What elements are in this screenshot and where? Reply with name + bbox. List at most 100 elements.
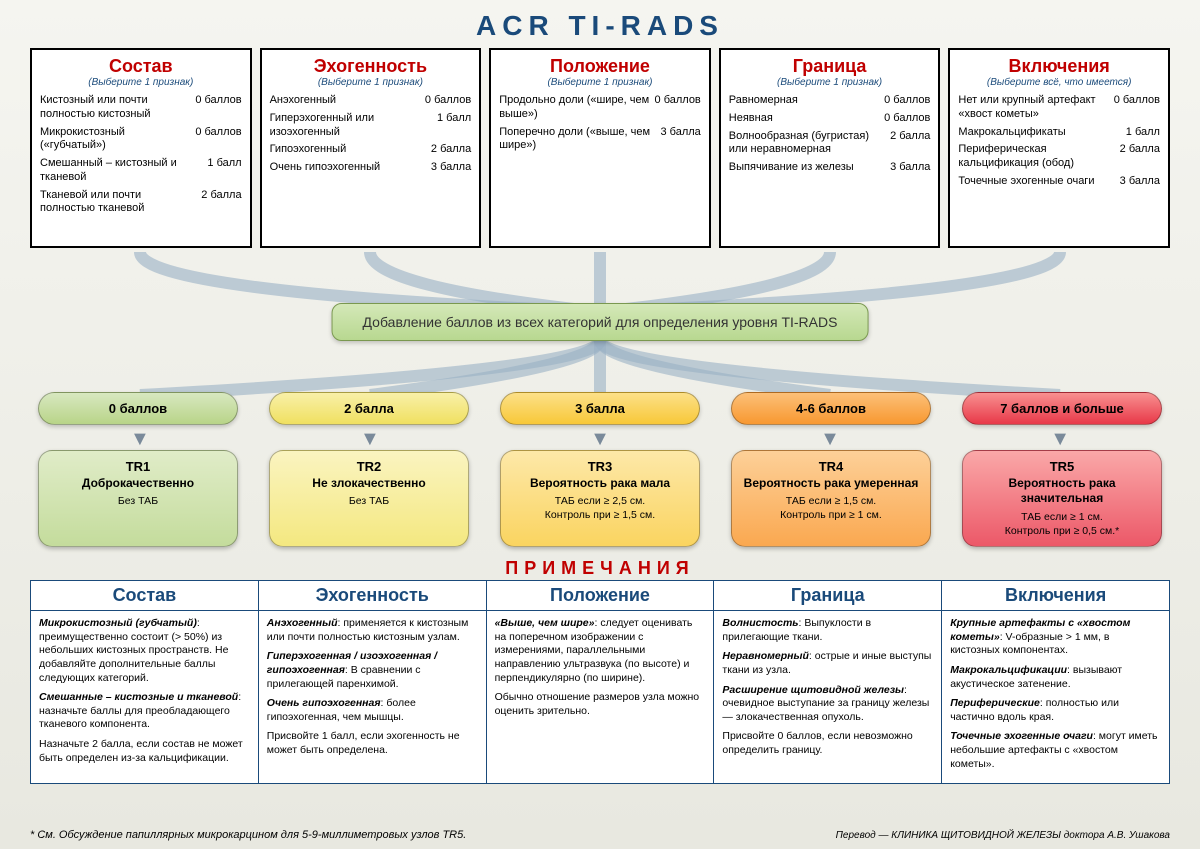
item-label: Выпячивание из железы: [729, 161, 890, 175]
category-item: Неявная0 баллов: [729, 112, 931, 126]
arrow-down-icon: ▼: [820, 428, 840, 451]
notes-term: Смешанные – кистозные и тканевой: [39, 691, 238, 703]
notes-cell: «Выше, чем шире»: следует оценивать на п…: [486, 611, 714, 784]
notes-paragraph: Расширение щитовидной железы: очевидное …: [722, 684, 933, 725]
tr-code: TR4: [738, 459, 924, 476]
notes-paragraph: Микрокистозный (губчатый): преимуществен…: [39, 617, 250, 685]
item-score: 1 балл: [1126, 126, 1160, 140]
tr-label: Доброкачественно: [45, 476, 231, 492]
tr-code: TR2: [276, 459, 462, 476]
category-item: Очень гипоэхогенный3 балла: [270, 161, 472, 175]
category-box: Включения(Выберите всё, что имеется) Нет …: [948, 48, 1170, 248]
category-item: Точечные эхогенные очаги3 балла: [958, 175, 1160, 189]
footnote: * См. Обсуждение папиллярных микрокарцин…: [30, 829, 466, 841]
arrow-row: ▼▼▼▼▼: [0, 428, 1200, 451]
category-title: Положение: [499, 56, 701, 77]
tr-box: TR1Доброкачественно Без ТАБ: [38, 450, 238, 547]
tr-box: TR2Не злокачественно Без ТАБ: [269, 450, 469, 547]
item-score: 0 баллов: [195, 94, 241, 122]
notes-term: Крупные артефакты с «хвостом кометы»: [950, 617, 1130, 643]
category-item: Волнообразная (бугристая) или неравномер…: [729, 130, 931, 158]
arrow-down-icon: ▼: [590, 428, 610, 451]
item-label: Гипоэхогенный: [270, 143, 431, 157]
notes-term: «Выше, чем шире»: [495, 617, 595, 629]
item-label: Волнообразная (бугристая) или неравномер…: [729, 130, 890, 158]
tr-label: Не злокачественно: [276, 476, 462, 492]
notes-header: Эхогенность: [258, 581, 486, 611]
notes-table: СоставЭхогенностьПоложениеГраницаВключен…: [30, 580, 1170, 784]
item-score: 1 балл: [207, 157, 241, 185]
notes-paragraph: Макрокальцификации: вызывают акустическо…: [950, 664, 1161, 691]
credit: Перевод — КЛИНИКА ЩИТОВИДНОЙ ЖЕЛЕЗЫ докт…: [836, 830, 1170, 841]
item-score: 3 балла: [431, 161, 471, 175]
tr-code: TR5: [969, 459, 1155, 476]
notes-paragraph: Волнистость: Выпуклости в прилегающие тк…: [722, 617, 933, 644]
arrow-down-icon: ▼: [130, 428, 150, 451]
score-row: 0 баллов2 балла3 балла4-6 баллов7 баллов…: [0, 392, 1200, 425]
item-score: 0 баллов: [655, 94, 701, 122]
category-item: Анэхогенный0 баллов: [270, 94, 472, 108]
category-box: Эхогенность(Выберите 1 признак)Анэхогенн…: [260, 48, 482, 248]
item-score: 2 балла: [1120, 143, 1160, 171]
item-label: Продольно доли («шире, чем выше»): [499, 94, 654, 122]
category-title: Состав: [40, 56, 242, 77]
tr-box: TR3Вероятность рака малаТАБ если ≥ 2,5 с…: [500, 450, 700, 547]
category-title: Эхогенность: [270, 56, 472, 77]
category-subtitle: (Выберите всё, что имеется): [958, 77, 1160, 88]
notes-header: Состав: [31, 581, 259, 611]
category-item: Нет или крупный артефакт «хвост кометы»0…: [958, 94, 1160, 122]
tr-action: Без ТАБ: [45, 495, 231, 509]
item-label: Неявная: [729, 112, 884, 126]
tr-action: ТАБ если ≥ 1,5 см.Контроль при ≥ 1 см.: [738, 495, 924, 522]
item-score: 3 балла: [890, 161, 930, 175]
category-box: Положение(Выберите 1 признак) Продольно д…: [489, 48, 711, 248]
item-label: Кистозный или почти полностью кистозный: [40, 94, 195, 122]
score-pill: 7 баллов и больше: [962, 392, 1162, 425]
item-score: 2 балла: [890, 130, 930, 158]
notes-term: Расширение щитовидной железы: [722, 684, 904, 696]
category-item: Микрокистозный («губчатый»)0 баллов: [40, 126, 242, 154]
category-item: Смешанный – кистозный и тканевой1 балл: [40, 157, 242, 185]
category-subtitle: (Выберите 1 признак): [729, 77, 931, 88]
notes-term: Периферические: [950, 697, 1040, 709]
category-item: Равномерная0 баллов: [729, 94, 931, 108]
tr-label: Вероятность рака умеренная: [738, 476, 924, 492]
category-subtitle: (Выберите 1 признак): [499, 77, 701, 88]
notes-cell: Анэхогенный: применяется к кистозным или…: [258, 611, 486, 784]
arrow-down-icon: ▼: [1050, 428, 1070, 451]
tr-code: TR1: [45, 459, 231, 476]
tr-label: Вероятность рака мала: [507, 476, 693, 492]
item-label: Нет или крупный артефакт «хвост кометы»: [958, 94, 1113, 122]
notes-paragraph: «Выше, чем шире»: следует оценивать на п…: [495, 617, 706, 685]
notes-paragraph: Точечные эхогенные очаги: могут иметь не…: [950, 730, 1161, 771]
tr-action: Без ТАБ: [276, 495, 462, 509]
category-item: Гипоэхогенный2 балла: [270, 143, 472, 157]
notes-term: Анэхогенный: [267, 617, 338, 629]
category-row: Состав (Выберите 1 признак) Кистозный или …: [0, 48, 1200, 248]
item-label: Точечные эхогенные очаги: [958, 175, 1119, 189]
notes-term: Волнистость: [722, 617, 798, 629]
item-label: Гиперэхогенный или изоэхогенный: [270, 112, 437, 140]
category-item: Макрокальцификаты1 балл: [958, 126, 1160, 140]
item-score: 2 балла: [201, 189, 241, 217]
tr-box: TR4Вероятность рака умеренная ТАБ если ≥ …: [731, 450, 931, 547]
item-label: Анэхогенный: [270, 94, 425, 108]
notes-paragraph: Обычно отношение размеров узла можно оце…: [495, 691, 706, 718]
item-score: 3 балла: [660, 126, 700, 154]
category-title: Включения: [958, 56, 1160, 77]
tr-label: Вероятность рака значительная: [969, 476, 1155, 507]
score-pill: 0 баллов: [38, 392, 238, 425]
notes-paragraph: Назначьте 2 балла, если состав не может …: [39, 738, 250, 765]
item-label: Очень гипоэхогенный: [270, 161, 431, 175]
category-item: Периферическая кальцификация (обод)2 бал…: [958, 143, 1160, 171]
notes-term: Точечные эхогенные очаги: [950, 730, 1093, 742]
category-box: Граница(Выберите 1 признак)Равномерная0 …: [719, 48, 941, 248]
item-label: Макрокальцификаты: [958, 126, 1125, 140]
notes-paragraph: Присвойте 1 балл, если эхогенность не мо…: [267, 730, 478, 757]
notes-term: Макрокальцификации: [950, 664, 1067, 676]
notes-paragraph: Присвойте 0 баллов, если невозможно опре…: [722, 730, 933, 757]
score-pill: 2 балла: [269, 392, 469, 425]
notes-paragraph: Периферические: полностью или частично в…: [950, 697, 1161, 724]
notes-paragraph: Неравномерный: острые и иные выступы тка…: [722, 650, 933, 677]
category-item: Продольно доли («шире, чем выше»)0 балло…: [499, 94, 701, 122]
